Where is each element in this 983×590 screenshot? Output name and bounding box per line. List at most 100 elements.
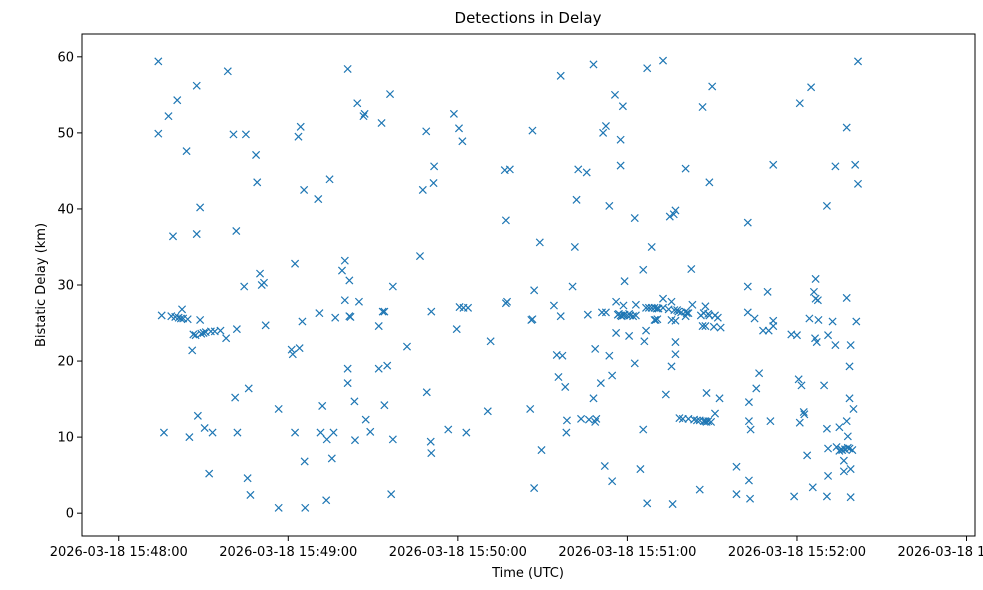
data-point bbox=[631, 311, 640, 320]
data-point bbox=[196, 315, 205, 325]
data-point bbox=[233, 428, 242, 437]
data-point bbox=[658, 56, 668, 65]
data-point bbox=[601, 308, 610, 317]
data-point bbox=[422, 388, 431, 397]
data-point bbox=[698, 322, 707, 331]
plot-area bbox=[82, 34, 975, 536]
data-point bbox=[846, 465, 855, 474]
data-point bbox=[647, 242, 656, 251]
x-tick-label: 2026-03-18 15:50:00 bbox=[389, 545, 527, 560]
data-point bbox=[630, 214, 639, 223]
data-point bbox=[661, 390, 670, 399]
data-point bbox=[842, 123, 851, 132]
data-point bbox=[256, 269, 265, 278]
data-point bbox=[630, 359, 639, 368]
data-point bbox=[188, 346, 197, 355]
data-point bbox=[668, 500, 677, 509]
data-point bbox=[616, 135, 625, 144]
data-point bbox=[537, 446, 546, 455]
data-point bbox=[636, 465, 645, 474]
data-point bbox=[808, 483, 817, 492]
data-point bbox=[561, 382, 570, 391]
data-point bbox=[843, 432, 852, 441]
data-point bbox=[795, 99, 804, 108]
data-point bbox=[809, 287, 818, 296]
data-point bbox=[688, 300, 697, 309]
data-point bbox=[246, 490, 255, 499]
data-point bbox=[589, 60, 598, 69]
data-point bbox=[692, 416, 701, 425]
data-point bbox=[643, 499, 652, 508]
data-point bbox=[759, 326, 768, 335]
data-point bbox=[710, 409, 720, 418]
data-point bbox=[223, 67, 232, 76]
data-point bbox=[709, 322, 718, 331]
data-point bbox=[707, 417, 716, 426]
data-point bbox=[845, 362, 854, 371]
data-point bbox=[458, 137, 467, 146]
data-point bbox=[192, 230, 201, 239]
data-point bbox=[743, 282, 752, 291]
data-point bbox=[582, 168, 591, 177]
data-point bbox=[176, 314, 185, 323]
data-point bbox=[701, 322, 710, 331]
data-point bbox=[350, 397, 359, 406]
data-point bbox=[805, 314, 814, 323]
y-tick-label: 0 bbox=[66, 507, 74, 522]
data-point bbox=[601, 122, 610, 131]
data-point bbox=[337, 266, 347, 275]
data-point bbox=[822, 201, 831, 210]
data-point bbox=[530, 484, 539, 493]
data-point bbox=[427, 449, 436, 458]
data-point bbox=[387, 490, 396, 499]
data-point bbox=[291, 428, 300, 437]
data-point bbox=[839, 456, 848, 465]
data-point bbox=[644, 303, 653, 312]
data-point bbox=[822, 492, 831, 501]
data-point bbox=[252, 150, 261, 159]
data-point bbox=[216, 326, 225, 335]
data-point bbox=[322, 435, 331, 444]
data-point bbox=[388, 435, 397, 444]
y-axis-label: Bistatic Delay (km) bbox=[34, 223, 49, 347]
data-point bbox=[848, 446, 857, 455]
data-point bbox=[705, 178, 714, 187]
data-point bbox=[427, 307, 436, 316]
data-point bbox=[642, 303, 651, 312]
data-point bbox=[193, 411, 202, 420]
data-point bbox=[792, 331, 801, 340]
data-point bbox=[589, 394, 598, 403]
data-point bbox=[157, 311, 166, 320]
data-point bbox=[800, 410, 809, 419]
data-point bbox=[185, 433, 194, 442]
data-point bbox=[639, 425, 648, 434]
data-point bbox=[752, 384, 761, 393]
data-point bbox=[713, 313, 722, 322]
data-point bbox=[462, 428, 471, 437]
data-point bbox=[600, 461, 609, 471]
data-point bbox=[715, 394, 724, 403]
data-point bbox=[205, 469, 214, 478]
data-point bbox=[744, 417, 753, 426]
data-point bbox=[259, 278, 269, 287]
data-point bbox=[591, 344, 600, 353]
data-point bbox=[345, 276, 354, 285]
data-point bbox=[619, 301, 628, 310]
data-point bbox=[274, 404, 283, 414]
data-point bbox=[831, 341, 840, 350]
data-point bbox=[625, 331, 634, 340]
data-point bbox=[790, 492, 799, 501]
data-point bbox=[486, 337, 495, 346]
data-point bbox=[843, 443, 852, 452]
data-point bbox=[528, 126, 537, 135]
data-point bbox=[556, 312, 565, 321]
data-point bbox=[429, 179, 438, 188]
data-point bbox=[301, 503, 310, 512]
data-point bbox=[794, 375, 803, 384]
data-point bbox=[592, 414, 601, 423]
data-point bbox=[298, 317, 307, 326]
data-point bbox=[483, 407, 492, 416]
data-point bbox=[812, 338, 821, 347]
data-point bbox=[814, 315, 823, 325]
